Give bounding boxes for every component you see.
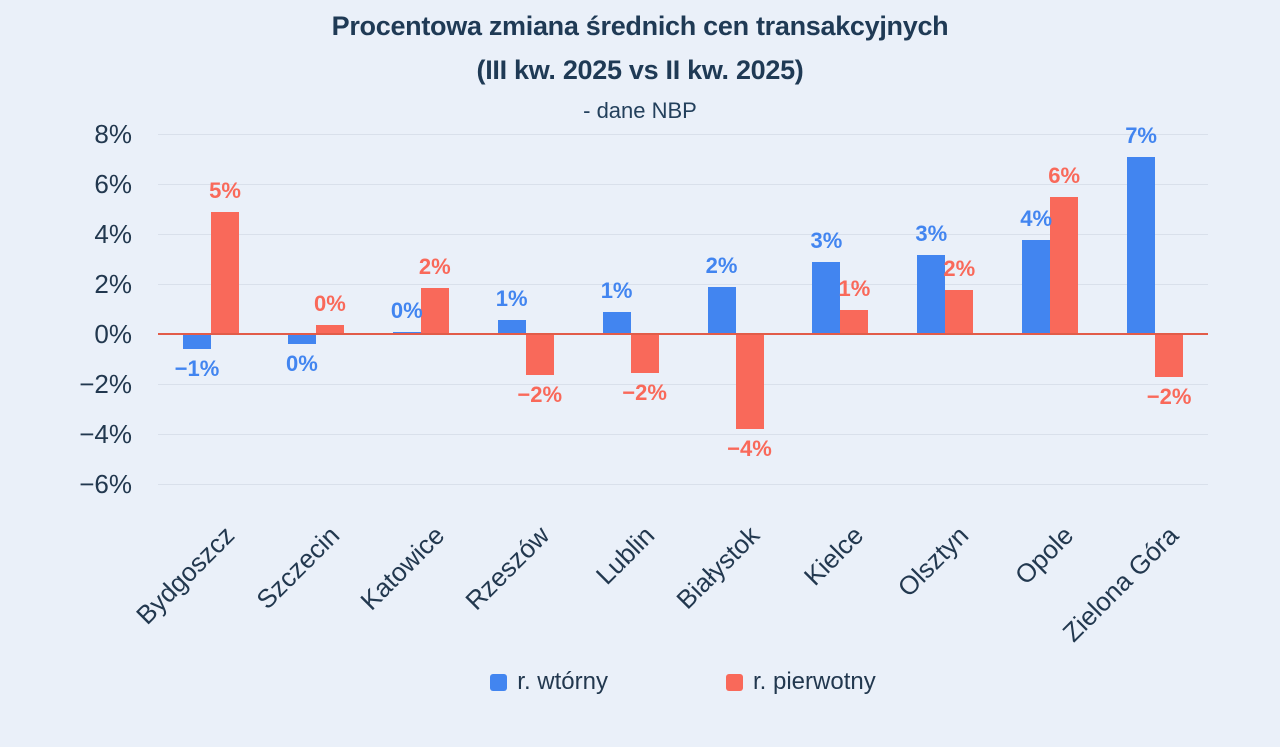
- bar-value-label: −2%: [1146, 383, 1192, 409]
- bar-value-label: 2%: [418, 253, 451, 279]
- bar-value-label: 0%: [313, 291, 346, 317]
- chart-title-line-1: Procentowa zmiana średnich cen transakcy…: [331, 11, 949, 41]
- y-axis-tick-label: 4%: [94, 219, 132, 249]
- bar-value-label: 1%: [838, 276, 871, 302]
- y-axis-tick-label: 0%: [94, 319, 132, 349]
- gridline: [158, 183, 1208, 185]
- bar: [211, 211, 239, 334]
- y-axis-tick-label: −4%: [79, 419, 132, 449]
- legend-label-secondary: r. wtórny: [517, 668, 608, 695]
- gridline: [158, 133, 1208, 135]
- bar: [812, 261, 841, 334]
- y-axis-tick-label: 8%: [94, 119, 132, 149]
- bar: [917, 255, 946, 334]
- legend: r. wtórny r. pierwotny: [158, 668, 1208, 696]
- y-axis-tick-label: 6%: [94, 169, 132, 199]
- bar-value-label: −2%: [517, 382, 563, 408]
- bar: [183, 334, 211, 349]
- bar-value-label: −2%: [622, 379, 667, 405]
- bar-value-label: 2%: [943, 256, 976, 282]
- bar: [945, 290, 974, 334]
- bar: [602, 311, 631, 334]
- legend-label-primary: r. pierwotny: [752, 668, 876, 695]
- bar-value-label: −1%: [174, 356, 220, 381]
- bar-value-label: −4%: [727, 436, 772, 461]
- bar: [840, 310, 869, 334]
- legend-swatch-secondary-icon: [490, 673, 508, 691]
- legend-swatch-primary-icon: [725, 673, 743, 691]
- gridline: [158, 283, 1208, 285]
- bar: [1127, 156, 1156, 334]
- bar-value-label: 2%: [705, 252, 738, 278]
- bar: [525, 334, 554, 376]
- bar-value-label: 6%: [1048, 162, 1081, 188]
- bar-value-label: 1%: [600, 277, 633, 303]
- bar: [735, 334, 764, 429]
- y-axis-tick-label: 2%: [94, 269, 132, 299]
- bar: [707, 286, 736, 334]
- bar: [497, 320, 526, 334]
- bar: [1050, 196, 1079, 334]
- bar: [1155, 334, 1184, 377]
- gridline: [158, 483, 1208, 485]
- legend-item-secondary-market: r. wtórny: [490, 668, 608, 696]
- bar-value-label: 3%: [915, 221, 948, 247]
- chart-subtitle: - dane NBP: [583, 98, 697, 123]
- bar: [630, 334, 659, 373]
- zero-baseline: [158, 333, 1208, 335]
- y-axis-tick-label: −6%: [79, 469, 132, 499]
- bar-value-label: 1%: [495, 286, 528, 312]
- bar: [392, 331, 421, 334]
- gridline: [158, 383, 1208, 385]
- bar-value-label: 0%: [285, 351, 318, 376]
- bar-value-label: 7%: [1125, 122, 1157, 148]
- gridline: [158, 433, 1208, 435]
- y-axis-tick-label: −2%: [79, 369, 132, 399]
- bar: [1022, 240, 1051, 334]
- bar-value-label: 4%: [1020, 206, 1053, 232]
- bar-value-label: 0%: [390, 297, 423, 323]
- legend-item-primary-market: r. pierwotny: [725, 668, 876, 696]
- bar-value-label: 3%: [810, 227, 843, 253]
- chart-title-line-2: (III kw. 2025 vs II kw. 2025): [476, 55, 804, 85]
- bar: [315, 325, 344, 334]
- bar: [420, 287, 449, 334]
- gridline: [158, 233, 1208, 235]
- bar: [287, 334, 316, 344]
- bar-value-label: 5%: [209, 177, 241, 203]
